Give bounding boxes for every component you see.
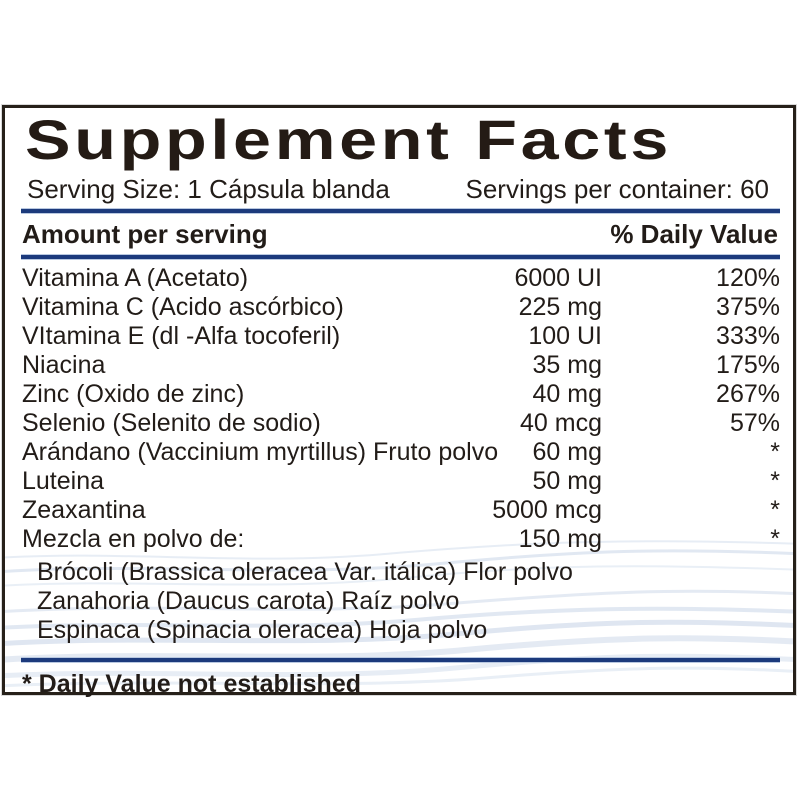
- blend-ingredient: Brócoli (Brassica oleracea Var. itálica)…: [37, 558, 573, 586]
- blend-ingredient-rows: Brócoli (Brassica oleracea Var. itálica)…: [22, 558, 780, 645]
- table-row: Luteina 50 mg *: [22, 467, 780, 496]
- nutrient-amount: 35 mg: [532, 351, 602, 379]
- nutrient-amount: 50 mg: [532, 467, 602, 495]
- nutrient-amount: 5000 mcg: [492, 496, 602, 524]
- nutrient-name: Vitamina A (Acetato): [22, 264, 249, 292]
- table-row: VItamina E (dl -Alfa tocoferil) 100 UI 333…: [22, 322, 780, 351]
- nutrient-daily-value: 175%: [716, 351, 780, 379]
- nutrient-name: Mezcla en polvo de:: [22, 525, 245, 553]
- nutrient-daily-value: 333%: [716, 322, 780, 350]
- nutrient-name: Zinc (Oxido de zinc): [22, 380, 245, 408]
- nutrient-amount: 40 mcg: [520, 409, 602, 437]
- nutrient-daily-value: 267%: [716, 380, 780, 408]
- table-row: Arándano (Vaccinium myrtillus) Fruto pol…: [22, 438, 780, 467]
- nutrient-amount: 225 mg: [518, 293, 602, 321]
- nutrient-daily-value: 375%: [716, 293, 780, 321]
- nutrient-daily-value: *: [770, 525, 780, 553]
- nutrient-amount: 6000 UI: [514, 264, 602, 292]
- nutrient-rows: Vitamina A (Acetato) 6000 UI 120% Vitamina …: [22, 264, 780, 554]
- table-row: Vitamina A (Acetato) 6000 UI 120%: [22, 264, 780, 293]
- nutrient-amount: 100 UI: [528, 322, 602, 350]
- table-row: Mezcla en polvo de: 150 mg *: [22, 525, 780, 554]
- table-header-row: Amount per serving % Daily Value: [22, 219, 778, 250]
- supplement-facts-panel: Supplement Facts Serving Size: 1 Cápsula…: [2, 105, 796, 698]
- divider-rule-top: [21, 208, 780, 214]
- amount-per-serving-header: Amount per serving: [22, 219, 268, 249]
- nutrient-name: Zeaxantina: [22, 496, 146, 524]
- nutrient-amount: 150 mg: [518, 525, 602, 553]
- divider-rule-header: [21, 254, 780, 260]
- nutrient-daily-value: 57%: [729, 409, 780, 437]
- blend-ingredient: Espinaca (Spinacia oleracea) Hoja polvo: [37, 616, 488, 644]
- nutrient-daily-value: *: [770, 467, 780, 495]
- nutrient-name: Arándano (Vaccinium myrtillus) Fruto pol…: [22, 438, 499, 466]
- nutrient-daily-value: 120%: [716, 264, 780, 292]
- nutrient-name: VItamina E (dl -Alfa tocoferil): [22, 322, 341, 350]
- nutrient-name: Luteina: [22, 467, 105, 495]
- nutrient-name: Vitamina C (Acido ascórbico): [22, 293, 344, 321]
- divider-rule-footer: [21, 657, 780, 663]
- table-row: Vitamina C (Acido ascórbico) 225 mg 375%: [22, 293, 780, 322]
- nutrient-amount: 40 mg: [532, 380, 602, 408]
- table-row: Selenio (Selenito de sodio) 40 mcg 57%: [22, 409, 780, 438]
- nutrient-name: Niacina: [22, 351, 106, 379]
- blend-ingredient: Zanahoria (Daucus carota) Raíz polvo: [37, 587, 460, 615]
- servings-per-container-text: Servings per container: 60: [465, 174, 769, 204]
- serving-row: Serving Size: 1 Cápsula blanda Servings …: [27, 174, 769, 204]
- table-row: Zeaxantina 5000 mcg *: [22, 496, 780, 525]
- daily-value-header: % Daily Value: [610, 219, 778, 249]
- panel-title: Supplement Facts: [25, 108, 673, 171]
- serving-size-text: Serving Size: 1 Cápsula blanda: [27, 174, 390, 204]
- table-row: Zinc (Oxido de zinc) 40 mg 267%: [22, 380, 780, 409]
- nutrient-daily-value: *: [770, 438, 780, 466]
- table-row: Niacina 35 mg 175%: [22, 351, 780, 380]
- footnote-text: * Daily Value not established: [22, 670, 362, 698]
- nutrient-amount: 60 mg: [532, 438, 602, 466]
- nutrient-name: Selenio (Selenito de sodio): [22, 409, 321, 437]
- nutrient-daily-value: *: [770, 496, 780, 524]
